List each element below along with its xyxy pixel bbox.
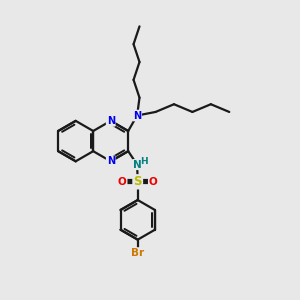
Text: N: N	[106, 156, 115, 166]
Text: O: O	[118, 177, 127, 187]
Text: N: N	[133, 110, 141, 121]
Text: O: O	[149, 177, 158, 187]
Text: S: S	[134, 175, 142, 188]
Text: Br: Br	[131, 248, 144, 258]
Text: H: H	[140, 157, 148, 166]
Text: N: N	[106, 116, 115, 126]
Text: N: N	[133, 160, 142, 170]
